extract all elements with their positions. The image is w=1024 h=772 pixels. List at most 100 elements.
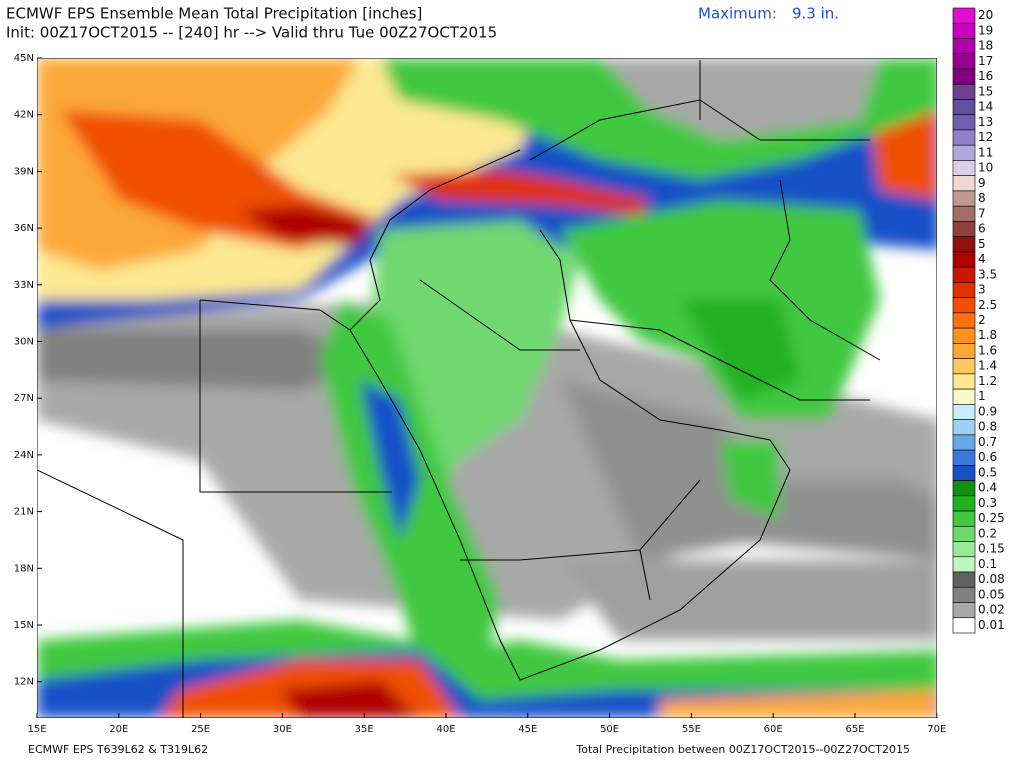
legend-label: 3.5 <box>978 267 997 281</box>
legend-label: 2 <box>978 313 986 327</box>
legend-swatch <box>952 266 976 283</box>
legend-swatch <box>952 282 976 298</box>
legend-swatch <box>952 465 976 481</box>
title: ECMWF EPS Ensemble Mean Total Precipitat… <box>6 5 422 23</box>
maximum-label: Maximum: <box>698 5 777 23</box>
legend-swatch <box>952 160 976 176</box>
legend-label: 0.08 <box>978 572 1005 586</box>
legend-label: 0.5 <box>978 465 997 479</box>
lat-label: 45N <box>14 53 34 64</box>
lat-label: 12N <box>14 677 34 688</box>
legend-label: 0.25 <box>978 511 1005 525</box>
legend-swatch <box>952 556 976 573</box>
lat-label: 24N <box>14 450 34 461</box>
legend-swatch <box>952 99 976 116</box>
legend-label: 0.1 <box>978 557 997 571</box>
legend-swatch <box>952 358 976 375</box>
lon-label: 55E <box>682 724 701 735</box>
legend-label: 20 <box>978 8 993 22</box>
legend-label: 0.3 <box>978 496 997 510</box>
legend-label: 10 <box>978 161 993 175</box>
lon-label: 40E <box>436 724 455 735</box>
legend-swatch <box>952 510 976 527</box>
legend-swatch <box>952 144 976 161</box>
legend-label: 0.6 <box>978 450 997 464</box>
lon-label: 60E <box>764 724 783 735</box>
legend-label: 6 <box>978 222 986 236</box>
legend-swatch <box>952 373 976 390</box>
legend-swatch <box>952 251 976 268</box>
lon-labels: 15E 20E 25E 30E 35E 40E 45E 50E 55E 60E 65E 70E <box>27 713 946 735</box>
legend-swatch <box>952 449 976 466</box>
legend-swatch <box>952 83 976 100</box>
legend-swatch <box>952 480 976 497</box>
legend-label: 1.2 <box>978 374 997 388</box>
legend-label: 8 <box>978 191 986 205</box>
legend-label: 17 <box>978 54 993 68</box>
legend-swatch <box>952 312 976 329</box>
legend-label: 1.8 <box>978 328 997 342</box>
legend-label: 1.4 <box>978 359 997 373</box>
lon-label: 35E <box>355 724 374 735</box>
legend-swatch <box>952 419 976 436</box>
legend-label: 14 <box>978 100 993 114</box>
legend-label: 11 <box>978 145 993 159</box>
legend-label: 0.8 <box>978 420 997 434</box>
lat-label: 36N <box>14 223 34 234</box>
legend-swatch <box>952 617 976 634</box>
lon-label: 15E <box>27 724 46 735</box>
legend-swatch <box>952 495 976 512</box>
lat-label: 42N <box>14 110 34 121</box>
lon-label: 70E <box>927 724 946 735</box>
color-legend: 20191817161514131211109876543.532.521.81… <box>952 7 1005 634</box>
lat-label: 18N <box>14 563 34 574</box>
legend-label: 0.9 <box>978 404 997 418</box>
legend-swatch <box>952 343 976 359</box>
legend-swatch <box>952 541 976 558</box>
legend-swatch <box>952 327 976 344</box>
legend-label: 15 <box>978 84 993 98</box>
legend-label: 0.15 <box>978 542 1005 556</box>
legend-label: 0.2 <box>978 526 997 540</box>
legend-label: 2.5 <box>978 298 997 312</box>
legend-label: 0.01 <box>978 618 1005 632</box>
legend-swatch <box>952 129 976 146</box>
lat-label: 27N <box>14 393 34 404</box>
legend-swatch <box>952 38 976 55</box>
legend-swatch <box>952 221 976 237</box>
legend-label: 7 <box>978 206 986 220</box>
legend-label: 16 <box>978 69 993 83</box>
precip-map <box>37 58 937 718</box>
maximum-value: 9.3 in. <box>792 5 839 23</box>
legend-label: 4 <box>978 252 986 266</box>
legend-label: 1 <box>978 389 986 403</box>
lat-label: 33N <box>14 280 34 291</box>
legend-label: 5 <box>978 237 986 251</box>
lat-labels: 45N 42N 39N 36N 33N 30N 27N 24N 21N 18N 15N 12N <box>14 53 42 688</box>
legend-swatch <box>952 205 976 222</box>
legend-label: 19 <box>978 23 993 37</box>
legend-swatch <box>952 602 976 619</box>
legend-swatch <box>952 22 976 39</box>
legend-swatch <box>952 434 976 451</box>
legend-swatch <box>952 114 976 131</box>
lon-label: 20E <box>109 724 128 735</box>
legend-label: 0.05 <box>978 587 1005 601</box>
legend-swatch <box>952 190 976 207</box>
legend-label: 12 <box>978 130 993 144</box>
lon-label: 50E <box>600 724 619 735</box>
legend-swatch <box>952 68 976 85</box>
lon-label: 25E <box>191 724 210 735</box>
footer-right: Total Precipitation between 00Z17OCT2015… <box>575 743 910 756</box>
footer-left: ECMWF EPS T639L62 & T319L62 <box>28 743 208 756</box>
legend-label: 0.02 <box>978 603 1005 617</box>
legend-label: 18 <box>978 39 993 53</box>
legend-swatch <box>952 586 976 603</box>
lat-label: 30N <box>14 337 34 348</box>
legend-label: 13 <box>978 115 993 129</box>
lon-label: 45E <box>518 724 537 735</box>
lon-label: 65E <box>845 724 864 735</box>
init-line: Init: 00Z17OCT2015 -- [240] hr --> Valid… <box>6 24 497 42</box>
